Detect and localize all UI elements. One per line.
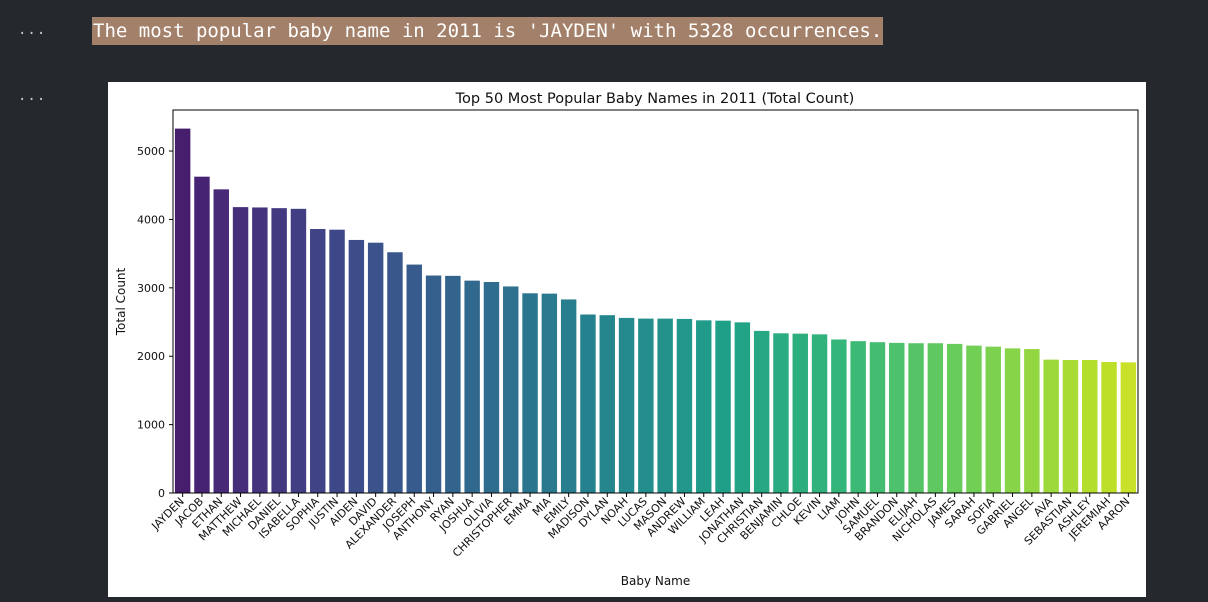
- bar-ava: [1043, 359, 1059, 493]
- bar-gabriel: [1004, 348, 1021, 493]
- chart-title: Top 50 Most Popular Baby Names in 2011 (…: [455, 91, 855, 107]
- bar-emily: [560, 299, 577, 493]
- bars-group: [174, 128, 1137, 494]
- bar-alexander: [387, 252, 403, 493]
- plot-frame: [172, 109, 1139, 494]
- bar-ryan: [445, 275, 461, 493]
- y-ticks-group: 0 1000 2000 3000 4000 5000: [137, 145, 173, 500]
- bar-jeremiah: [1101, 362, 1117, 493]
- chart-figure: Top 50 Most Popular Baby Names in 2011 (…: [108, 82, 1146, 597]
- bar-david: [367, 242, 384, 493]
- y-tick-label: 5000: [137, 145, 165, 158]
- output-prompt-2: ...: [18, 88, 47, 104]
- bar-john: [850, 341, 866, 493]
- bar-benjamin: [773, 333, 789, 493]
- bar-william: [696, 320, 712, 493]
- bar-james: [946, 343, 963, 493]
- bar-chloe: [792, 333, 808, 493]
- bar-olivia: [483, 282, 500, 493]
- bar-anthony: [425, 275, 442, 493]
- bar-madison: [580, 314, 596, 493]
- y-tick-label: 0: [158, 487, 165, 500]
- bar-andrew: [676, 318, 693, 493]
- bar-kevin: [811, 334, 828, 493]
- bar-ashley: [1082, 359, 1098, 493]
- bar-jacob: [194, 176, 210, 493]
- y-tick-label: 3000: [137, 282, 165, 295]
- bar-christian: [753, 330, 770, 493]
- stdout-text: The most popular baby name in 2011 is 'J…: [92, 17, 884, 45]
- bar-daniel: [271, 208, 287, 494]
- bar-justin: [329, 229, 345, 493]
- bar-lucas: [638, 318, 654, 493]
- bar-ethan: [213, 189, 229, 493]
- bar-chart: Top 50 Most Popular Baby Names in 2011 (…: [114, 91, 1139, 588]
- bar-matthew: [232, 207, 249, 493]
- bar-nicholas: [927, 343, 944, 493]
- bar-brandon: [889, 342, 905, 493]
- bar-mason: [657, 318, 673, 493]
- x-ticks-group: JAYDENJACOBETHANMATTHEWMICHAELDANIELISAB…: [149, 493, 1132, 560]
- bar-noah: [618, 317, 635, 493]
- bar-christopher: [503, 286, 519, 493]
- bar-emma: [522, 293, 538, 493]
- bar-aiden: [348, 239, 365, 493]
- bar-leah: [715, 320, 731, 493]
- bar-mia: [541, 293, 558, 493]
- bar-sofia: [985, 346, 1001, 493]
- bar-samuel: [869, 342, 886, 493]
- bar-sarah: [966, 345, 982, 493]
- output-prompt-1: ...: [18, 22, 47, 38]
- bar-jayden: [174, 128, 191, 494]
- bar-liam: [831, 339, 847, 493]
- y-tick-label: 4000: [137, 213, 165, 226]
- bar-sophia: [310, 229, 326, 493]
- bar-elijah: [908, 343, 924, 493]
- bar-joseph: [406, 264, 422, 493]
- bar-michael: [252, 207, 268, 493]
- y-tick-label: 1000: [137, 419, 165, 432]
- bar-joshua: [464, 280, 480, 493]
- x-axis-label: Baby Name: [621, 574, 691, 588]
- y-axis-label: Total Count: [114, 267, 128, 336]
- bar-isabella: [290, 208, 307, 493]
- y-tick-label: 2000: [137, 350, 165, 363]
- bar-jonathan: [734, 322, 751, 493]
- bar-aaron: [1120, 362, 1137, 493]
- bar-dylan: [599, 315, 615, 493]
- bar-sebastian: [1062, 359, 1079, 493]
- bar-angel: [1024, 349, 1040, 493]
